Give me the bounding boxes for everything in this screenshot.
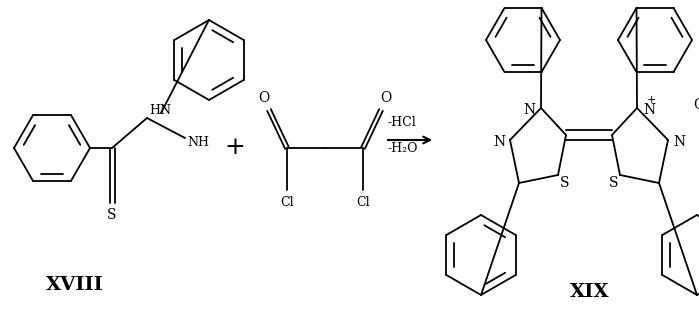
Text: S: S: [560, 176, 570, 190]
Text: S: S: [107, 208, 117, 222]
Text: -HCl: -HCl: [387, 115, 416, 128]
Text: N: N: [523, 103, 535, 117]
Text: O: O: [259, 91, 270, 105]
Text: +: +: [647, 95, 656, 105]
Text: N: N: [643, 103, 655, 117]
Text: NH: NH: [187, 135, 209, 149]
Text: XIX: XIX: [570, 283, 610, 301]
Text: +: +: [224, 136, 245, 160]
Text: Cl: Cl: [356, 197, 370, 210]
Text: Cl: Cl: [693, 98, 699, 112]
Text: HN: HN: [149, 103, 171, 116]
Text: Cl: Cl: [280, 197, 294, 210]
Text: XVIII: XVIII: [46, 276, 104, 294]
Text: S: S: [609, 176, 618, 190]
Text: O: O: [380, 91, 391, 105]
Text: -H₂O: -H₂O: [387, 142, 417, 155]
Text: N: N: [673, 135, 685, 149]
Text: N: N: [493, 135, 505, 149]
